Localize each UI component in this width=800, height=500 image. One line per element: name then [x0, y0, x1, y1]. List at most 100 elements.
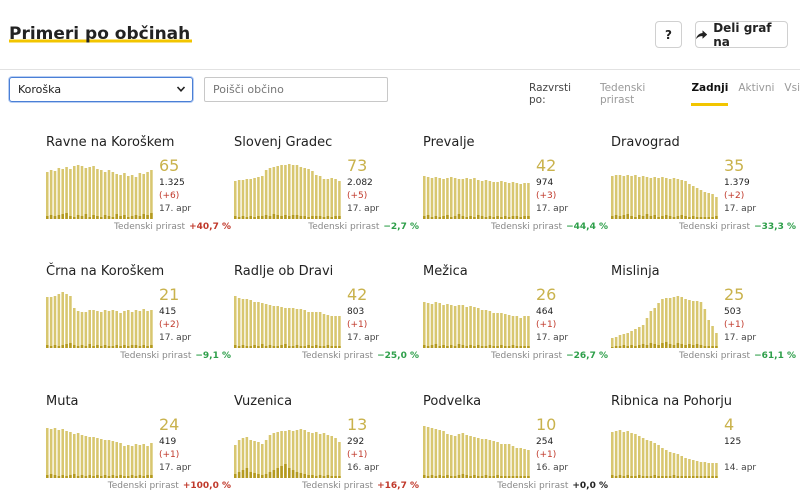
weekly-growth: Tedenski prirast −61,1 %	[679, 351, 796, 361]
municipality-name: Ribnica na Pohorju	[611, 394, 733, 409]
new-cases-bar	[477, 476, 480, 478]
municipality-card[interactable]: Ravne na Koroškem 65 1.325 (+6) 17. apr Teden…	[46, 135, 231, 255]
new-cases-bar	[334, 346, 337, 348]
active-bar	[291, 308, 295, 348]
new-cases-bar	[276, 346, 279, 348]
new-cases-bar	[707, 476, 710, 478]
new-cases-bar	[303, 216, 306, 219]
municipality-card[interactable]: Podvelka 10 254 (+1) 16. apr Tedenski prirast…	[423, 394, 608, 500]
municipality-card[interactable]: Mežica 26 464 (+1) 17. apr Tedenski prirast −2…	[423, 264, 608, 384]
total-count: 503	[724, 307, 742, 317]
new-cases-bar	[645, 476, 649, 478]
new-cases-bar	[249, 472, 252, 478]
weekly-growth-label: Tedenski prirast	[302, 481, 374, 491]
new-cases-bar	[634, 476, 637, 478]
new-cases-bar	[264, 346, 268, 348]
last-update-date: 17. apr	[536, 333, 569, 343]
new-cases-bar	[492, 346, 495, 348]
municipality-card[interactable]: Slovenj Gradec 73 2.082 (+5) 17. apr Tedenski…	[234, 135, 419, 255]
municipality-card[interactable]: Radlje ob Dravi 42 803 (+1) 17. apr Tedenski …	[234, 264, 419, 384]
active-bar	[649, 311, 653, 348]
new-cases-bar	[653, 215, 656, 219]
share-button[interactable]: Deli graf na	[695, 21, 788, 49]
active-bar	[707, 463, 710, 478]
active-bar	[92, 310, 95, 348]
active-bar	[618, 335, 622, 348]
active-bar	[668, 179, 672, 219]
municipality-card[interactable]: Prevalje 42 974 (+3) 17. apr Tedenski prirast…	[423, 135, 608, 255]
active-bar	[438, 303, 441, 348]
active-bar	[500, 181, 503, 219]
active-bar	[473, 178, 476, 219]
municipality-card[interactable]: Dravograd 35 1.379 (+2) 17. apr Tedenski prir…	[611, 135, 796, 255]
active-bar	[622, 432, 626, 478]
new-cases-bar	[630, 476, 633, 478]
new-cases-bar	[107, 476, 111, 478]
sort-option-latest[interactable]: Zadnji	[691, 82, 729, 106]
new-cases-bar	[469, 216, 472, 219]
active-bar	[515, 316, 519, 348]
new-cases-bar	[695, 344, 699, 348]
active-bar	[688, 459, 691, 478]
new-cases-bar	[288, 216, 291, 219]
municipality-card[interactable]: Ribnica na Pohorju 4 125 14. apr	[611, 394, 796, 500]
municipality-card[interactable]: Vuzenica 13 292 (+1) 16. apr Tedenski prirast…	[234, 394, 419, 500]
new-cases-bar	[249, 346, 252, 348]
new-cases-bar	[315, 476, 318, 478]
sort-option-all[interactable]: Vsi	[784, 82, 800, 94]
region-select[interactable]: Koroška	[9, 77, 193, 102]
new-cases-bar	[127, 217, 130, 219]
active-bar	[630, 331, 633, 348]
municipality-card[interactable]: Muta 24 419 (+1) 17. apr Tedenski prirast +100…	[46, 394, 231, 500]
active-bar	[46, 428, 49, 478]
weekly-growth-label: Tedenski prirast	[114, 222, 186, 232]
active-bar	[695, 461, 699, 478]
weekly-growth: Tedenski prirast +40,7 %	[114, 222, 231, 232]
active-count: 42	[347, 285, 368, 304]
new-cases-bar	[446, 346, 449, 348]
new-cases-bar	[653, 475, 656, 478]
new-cases-bar	[511, 476, 515, 478]
total-count: 415	[159, 307, 177, 317]
active-bar	[641, 325, 645, 348]
active-bar	[614, 337, 618, 348]
active-bar	[614, 175, 618, 219]
active-bar	[688, 300, 691, 348]
help-button[interactable]: ?	[655, 21, 682, 48]
active-bar	[142, 309, 145, 348]
active-bar	[115, 311, 118, 348]
active-bar	[523, 183, 526, 219]
active-bar	[264, 440, 268, 478]
new-cases-bar	[234, 474, 237, 478]
sort-option-weekly-growth[interactable]: Tedenski prirast	[599, 82, 646, 106]
active-bar	[500, 444, 503, 478]
new-cases-bar	[626, 214, 629, 219]
new-cases-bar	[699, 217, 703, 219]
new-cases-bar	[322, 346, 326, 348]
new-cases-bar	[668, 476, 672, 478]
sort-option-active[interactable]: Aktivni	[738, 82, 775, 94]
new-cases-bar	[507, 346, 511, 348]
new-cases-bar	[234, 216, 237, 219]
new-cases-bar	[49, 474, 53, 478]
active-bar	[653, 308, 656, 348]
new-cases-bar	[272, 214, 276, 219]
active-count: 4	[724, 415, 735, 434]
active-bar	[684, 181, 687, 219]
new-cases-bar	[84, 476, 88, 478]
active-bar	[261, 176, 264, 219]
active-bar	[234, 181, 237, 219]
active-bar	[127, 176, 130, 219]
total-count: 125	[724, 437, 742, 447]
new-cases-bar	[523, 216, 526, 219]
active-bar	[668, 298, 672, 348]
municipality-card[interactable]: Črna na Koroškem 21 415 (+2) 17. apr Tedenski…	[46, 264, 231, 384]
new-cases-bar	[684, 216, 687, 219]
new-cases-bar	[276, 468, 279, 478]
new-cases-bar	[465, 217, 468, 219]
municipality-card[interactable]: Mislinja 25 503 (+1) 17. apr Tedenski prirast…	[611, 264, 796, 384]
last-update-date: 16. apr	[536, 463, 569, 473]
active-count: 10	[536, 415, 557, 434]
new-cases-bar	[618, 475, 622, 478]
municipality-search-input[interactable]	[204, 77, 388, 102]
